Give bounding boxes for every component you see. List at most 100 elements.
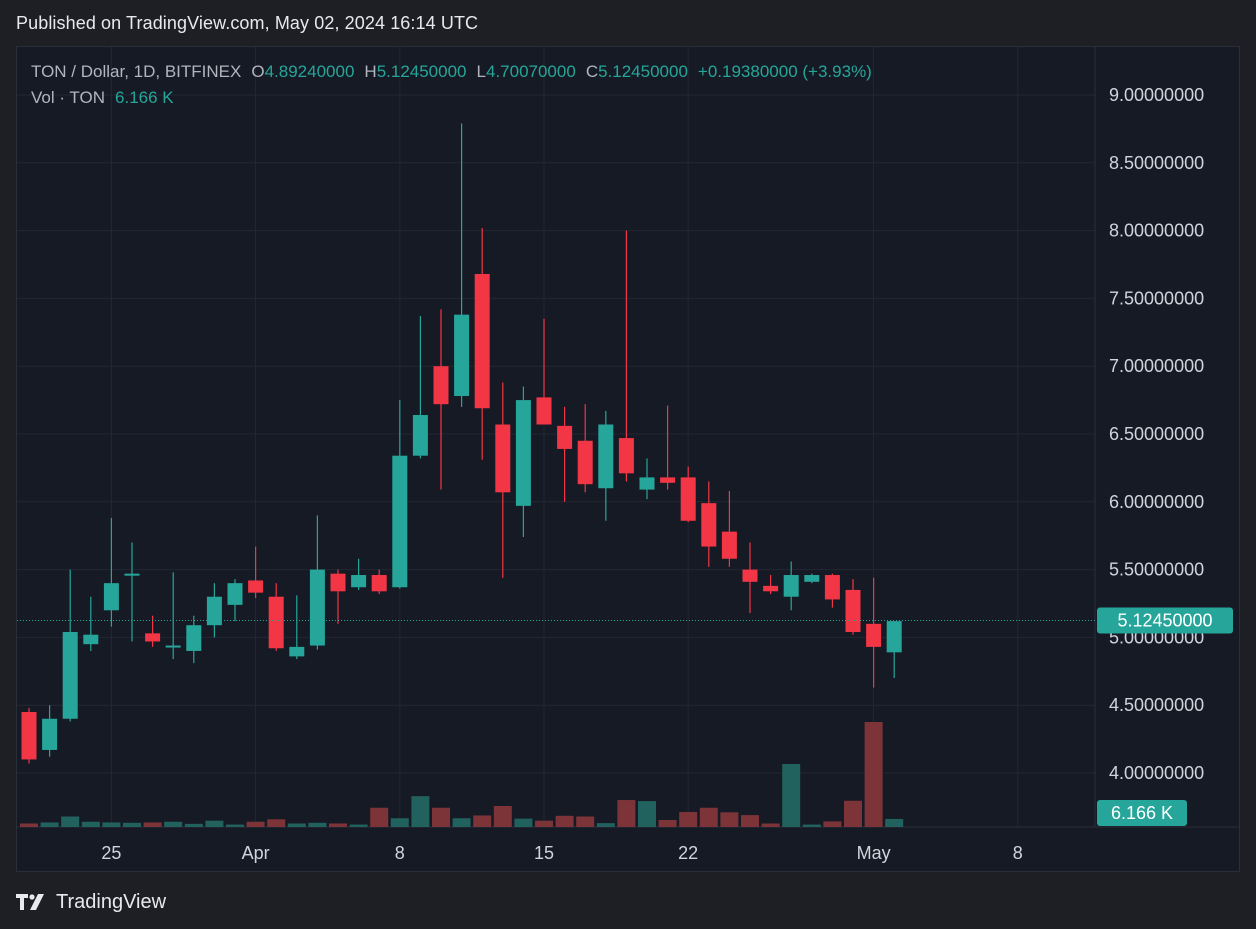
- volume-bar: [473, 815, 492, 827]
- y-tick-label: 6.50000000: [1109, 424, 1204, 444]
- open-label: O: [251, 62, 265, 81]
- candle-body: [763, 585, 779, 592]
- volume-bar: [164, 821, 183, 827]
- candle-body: [454, 314, 470, 397]
- candle-body: [845, 589, 861, 632]
- x-tick-label: Apr: [242, 843, 270, 863]
- volume-bar: [40, 822, 59, 827]
- last-volume-badge: [1097, 800, 1187, 826]
- y-tick-label: 7.50000000: [1109, 288, 1204, 308]
- candle-body: [21, 711, 37, 760]
- volume-bar: [679, 811, 698, 827]
- candle-body: [804, 575, 820, 582]
- candle-body: [886, 621, 902, 653]
- volume-bar: [267, 819, 286, 827]
- footer-brand[interactable]: TradingView: [56, 890, 167, 913]
- volume-bar: [514, 818, 533, 827]
- candle-body: [371, 575, 387, 592]
- volume-bar: [81, 821, 100, 827]
- volume-bar: [205, 820, 224, 827]
- volume-bar: [287, 823, 306, 827]
- volume-bar: [349, 824, 368, 827]
- volume-bar: [452, 818, 471, 827]
- low-label: L: [476, 62, 486, 81]
- candle-body: [145, 633, 161, 642]
- tradingview-logo-icon: [16, 894, 44, 910]
- volume-bar: [638, 801, 656, 827]
- candle-body: [186, 625, 202, 651]
- candle-body: [227, 583, 243, 605]
- candle-body: [289, 646, 305, 657]
- x-tick-label: May: [857, 843, 891, 863]
- y-tick-label: 4.00000000: [1109, 763, 1204, 783]
- volume-bar: [885, 818, 904, 827]
- volume-bar: [102, 822, 121, 827]
- volume-bar: [246, 821, 265, 827]
- volume-bar: [741, 815, 759, 827]
- candle-body: [309, 569, 325, 646]
- chart-legend: TON / Dollar, 1D, BITFINEX O 4.89240000 …: [31, 59, 872, 111]
- volume-bar: [329, 823, 347, 827]
- y-tick-label: 8.00000000: [1109, 221, 1204, 241]
- candle-body: [412, 415, 428, 456]
- candle-body: [83, 634, 99, 645]
- change-value: +0.19380000 (+3.93%): [697, 62, 872, 81]
- candle-body: [577, 440, 593, 485]
- low-value: 4.70070000: [485, 62, 576, 81]
- y-tick-label: 9.00000000: [1109, 85, 1204, 105]
- high-label: H: [364, 62, 377, 81]
- candle-body: [660, 477, 676, 483]
- candle-body: [701, 503, 717, 547]
- volume-bar: [370, 807, 389, 827]
- volume-bar: [411, 796, 430, 827]
- candle-body: [268, 596, 284, 649]
- ohlc-legend-row: TON / Dollar, 1D, BITFINEX O 4.89240000 …: [31, 59, 872, 85]
- volume-label[interactable]: Vol · TON: [31, 88, 106, 107]
- candle-body: [598, 424, 614, 489]
- close-value: 5.12450000: [598, 62, 688, 81]
- x-tick-label: 15: [534, 843, 554, 863]
- chart-panel[interactable]: 9.00000000 8.50000000 8.00000000 7.50000000…: [16, 46, 1240, 872]
- symbol-label[interactable]: TON / Dollar, 1D, BITFINEX: [31, 62, 242, 81]
- candle-body: [639, 477, 655, 490]
- volume-bar: [143, 822, 162, 827]
- candle-body: [351, 575, 367, 588]
- y-tick-label: 6.00000000: [1109, 492, 1204, 512]
- volume-bar: [61, 816, 80, 827]
- published-caption: Published on TradingView.com, May 02, 20…: [16, 13, 479, 33]
- candle-body: [536, 397, 552, 425]
- y-tick-label: 5.50000000: [1109, 560, 1204, 580]
- volume-value: 6.166 K: [115, 88, 174, 107]
- last-price-label: 5.12450000: [1117, 611, 1212, 631]
- volume-bar: [596, 823, 615, 827]
- candle-body: [495, 424, 511, 493]
- volume-bar: [390, 818, 409, 827]
- x-tick-label: 22: [678, 843, 698, 863]
- candle-body: [42, 718, 58, 750]
- candle-body: [124, 573, 140, 576]
- high-value: 5.12450000: [376, 62, 467, 81]
- candle-body: [618, 438, 634, 474]
- volume-bar: [844, 800, 862, 827]
- candle-body: [866, 623, 882, 647]
- open-value: 4.89240000: [264, 62, 355, 81]
- volume-bar: [823, 821, 842, 827]
- volume-bar: [782, 764, 801, 827]
- candle-body: [103, 583, 119, 611]
- candle-body: [557, 425, 573, 449]
- volume-bar: [699, 807, 718, 827]
- close-label: C: [585, 62, 599, 81]
- candle-body: [248, 580, 264, 593]
- volume-bar: [555, 815, 574, 827]
- candle-body: [206, 596, 222, 626]
- candle-body: [433, 366, 449, 405]
- candle-body: [783, 575, 799, 597]
- volume-bar: [864, 722, 883, 827]
- volume-legend-row: Vol · TON 6.166 K: [31, 85, 872, 111]
- volume-bar: [432, 807, 450, 827]
- candle-body: [62, 631, 78, 719]
- last-price-badge: [1097, 607, 1233, 634]
- y-tick-label: 7.00000000: [1109, 356, 1204, 376]
- footer: TradingView: [16, 889, 166, 915]
- candlestick-chart[interactable]: 9.00000000 8.50000000 8.00000000 7.50000000…: [17, 47, 1239, 871]
